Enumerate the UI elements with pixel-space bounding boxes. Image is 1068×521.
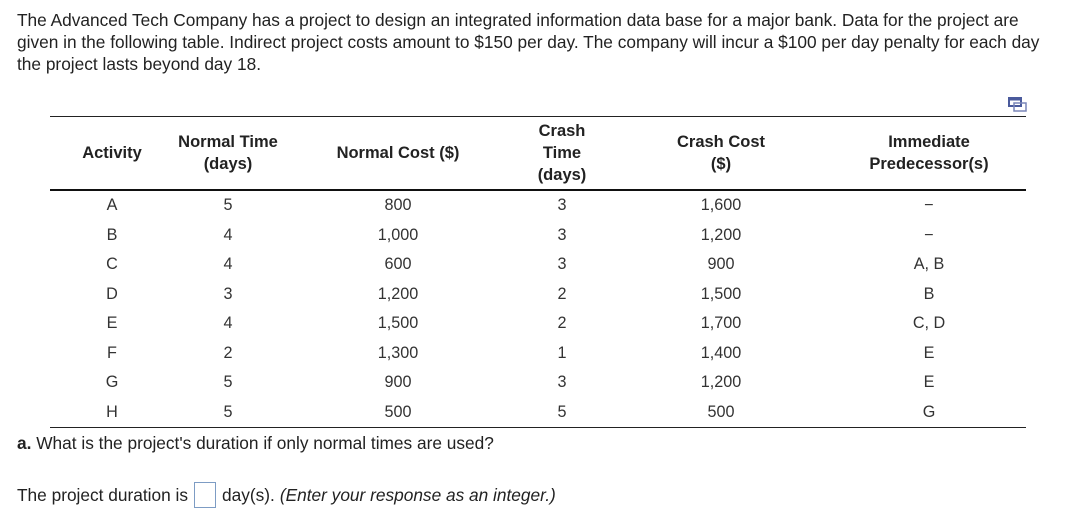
answer-hint: (Enter your response as an integer.) xyxy=(279,484,556,505)
cell-normal-cost: 500 xyxy=(384,402,412,421)
cell-normal-cost: 1,000 xyxy=(377,225,419,244)
cell-normal-cost: 600 xyxy=(384,255,412,274)
cell-activity: D xyxy=(106,284,118,303)
table-row: D 3 1,200 2 1,500 B xyxy=(50,280,1026,310)
cell-normal-cost: 1,500 xyxy=(377,314,419,333)
cell-normal-time: 4 xyxy=(223,314,233,333)
question-text: What is the project's duration if only n… xyxy=(31,433,494,453)
table-row: C 4 600 3 900 A, B xyxy=(50,250,1026,280)
cell-crash-time: 1 xyxy=(557,343,567,362)
cell-crash-cost: 1,200 xyxy=(700,225,742,244)
cell-crash-cost: 1,200 xyxy=(700,373,742,392)
header-activity: Activity xyxy=(82,144,142,162)
answer-prefix: The project duration is xyxy=(17,484,188,505)
cell-crash-time: 3 xyxy=(557,255,567,274)
header-crash-time: Crash Time (days) xyxy=(537,122,587,184)
cell-crash-time: 3 xyxy=(557,196,567,215)
answer-line: The project duration is day(s). (Enter y… xyxy=(17,482,556,508)
table-row: H 5 500 5 500 G xyxy=(50,398,1026,428)
cell-predecessors: E xyxy=(923,343,935,362)
table-row: E 4 1,500 2 1,700 C, D xyxy=(50,309,1026,339)
header-normal-cost: Normal Cost ($) xyxy=(336,144,460,162)
cell-normal-time: 4 xyxy=(223,225,233,244)
cell-predecessors: C, D xyxy=(912,314,946,333)
cell-predecessors: A, B xyxy=(913,255,945,274)
cell-predecessors: − xyxy=(924,196,934,215)
duration-input[interactable] xyxy=(193,482,216,508)
cell-activity: A xyxy=(106,196,118,215)
cell-predecessors: E xyxy=(923,373,935,392)
cell-predecessors: G xyxy=(922,402,936,421)
table-row: F 2 1,300 1 1,400 E xyxy=(50,339,1026,369)
header-crash-cost: Crash Cost ($) xyxy=(676,133,766,173)
question-label: a. xyxy=(17,433,32,453)
cell-predecessors: − xyxy=(924,225,934,244)
cell-normal-time: 4 xyxy=(223,255,233,274)
cell-crash-time: 5 xyxy=(557,402,567,421)
cell-normal-time: 5 xyxy=(223,373,233,392)
cell-normal-cost: 900 xyxy=(384,373,412,392)
answer-suffix: day(s). xyxy=(221,484,275,505)
header-predecessors: Immediate Predecessor(s) xyxy=(869,133,989,173)
cell-normal-time: 5 xyxy=(223,402,233,421)
table-row: G 5 900 3 1,200 E xyxy=(50,368,1026,398)
cell-activity: E xyxy=(106,314,118,333)
cell-activity: H xyxy=(106,402,118,421)
cell-crash-cost: 1,500 xyxy=(700,284,742,303)
cell-crash-cost: 1,600 xyxy=(700,196,742,215)
table-row: A 5 800 3 1,600 − xyxy=(50,190,1026,221)
cell-crash-cost: 500 xyxy=(707,402,735,421)
cell-normal-cost: 1,300 xyxy=(377,343,419,362)
table-header-row: Activity Normal Time (days) Normal Cost (… xyxy=(50,116,1026,190)
cell-normal-cost: 1,200 xyxy=(377,284,419,303)
cell-crash-cost: 1,700 xyxy=(700,314,742,333)
cell-activity: B xyxy=(106,225,118,244)
cell-normal-time: 3 xyxy=(223,284,233,303)
header-normal-time: Normal Time (days) xyxy=(178,133,278,173)
cell-crash-time: 2 xyxy=(557,284,567,303)
cell-normal-time: 5 xyxy=(223,196,233,215)
project-data-table: Activity Normal Time (days) Normal Cost (… xyxy=(50,116,1026,428)
cell-crash-time: 3 xyxy=(557,225,567,244)
cell-activity: F xyxy=(107,343,117,362)
expand-table-icon[interactable] xyxy=(1007,97,1029,113)
cell-predecessors: B xyxy=(923,284,935,303)
question-a: a. What is the project's duration if onl… xyxy=(17,433,494,454)
cell-crash-time: 3 xyxy=(557,373,567,392)
cell-activity: C xyxy=(106,255,118,274)
cell-crash-time: 2 xyxy=(557,314,567,333)
cell-normal-cost: 800 xyxy=(384,196,412,215)
cell-crash-cost: 1,400 xyxy=(700,343,742,362)
table-row: B 4 1,000 3 1,200 − xyxy=(50,221,1026,251)
cell-normal-time: 2 xyxy=(223,343,233,362)
cell-crash-cost: 900 xyxy=(707,255,735,274)
cell-activity: G xyxy=(105,373,119,392)
problem-intro: The Advanced Tech Company has a project … xyxy=(17,10,1040,74)
